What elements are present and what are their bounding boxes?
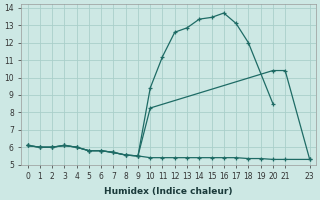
X-axis label: Humidex (Indice chaleur): Humidex (Indice chaleur) [104,187,233,196]
